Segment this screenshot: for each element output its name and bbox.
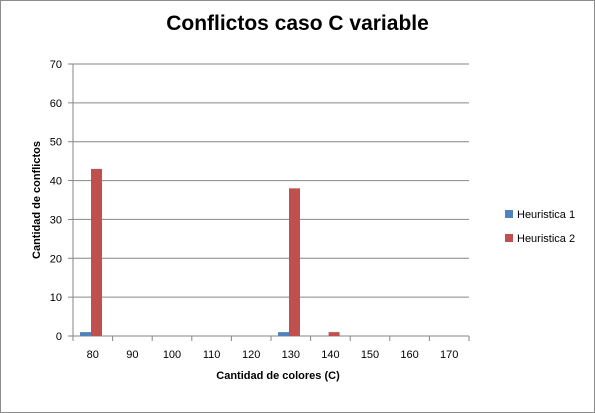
legend: Heuristica 1 Heuristica 2 — [505, 209, 575, 245]
legend-swatch — [505, 234, 513, 242]
x-tick-label: 150 — [361, 349, 379, 361]
x-tick-label: 120 — [242, 349, 260, 361]
x-tick-label: 110 — [203, 349, 221, 361]
bars — [80, 168, 340, 336]
legend-swatch — [505, 210, 513, 218]
gridlines — [73, 63, 469, 337]
y-tick-label: 0 — [56, 331, 62, 343]
x-axis-title: Cantidad de colores (C) — [216, 370, 340, 382]
y-tick-label: 30 — [50, 214, 62, 226]
y-tick-label: 50 — [50, 137, 62, 149]
y-tick-labels: 0 10 20 30 40 50 60 70 — [50, 59, 62, 343]
y-tick-label: 10 — [50, 292, 62, 304]
y-axis-title: Cantidad de conflictos — [31, 141, 43, 259]
bar-heuristica-2-80 — [91, 168, 102, 336]
bar-heuristica-2-130 — [289, 188, 300, 336]
x-tick-label: 100 — [163, 349, 181, 361]
legend-label: Heuristica 1 — [517, 209, 575, 221]
x-tick-label: 90 — [126, 349, 138, 361]
y-tick-label: 40 — [50, 176, 62, 188]
chart-title: Conflictos caso C variable — [166, 12, 429, 35]
x-tick-labels: 80 90 100 110 120 130 140 150 160 170 — [87, 349, 459, 361]
x-tick-label: 170 — [440, 349, 458, 361]
bar-heuristica-2-140 — [328, 332, 340, 336]
axes — [68, 63, 470, 341]
y-tick-label: 70 — [50, 59, 62, 71]
bar-heuristica-1-130 — [278, 332, 289, 336]
x-tick-label: 80 — [87, 349, 99, 361]
y-tick-label: 20 — [50, 253, 62, 265]
x-tick-label: 130 — [282, 349, 300, 361]
x-tick-label: 140 — [321, 349, 339, 361]
legend-label: Heuristica 2 — [517, 233, 575, 245]
y-tick-label: 60 — [50, 98, 62, 110]
bar-heuristica-1-80 — [80, 332, 91, 336]
x-tick-label: 160 — [400, 349, 418, 361]
